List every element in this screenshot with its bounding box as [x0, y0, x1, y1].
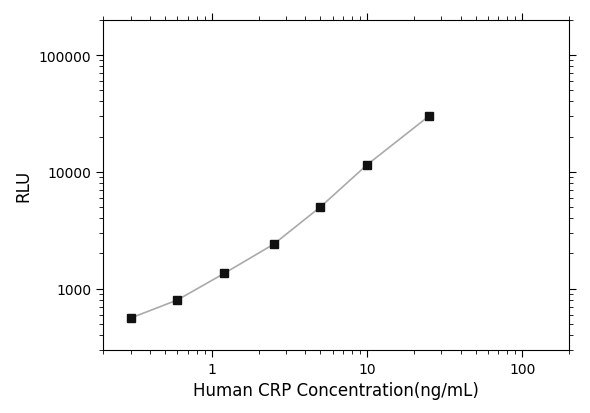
X-axis label: Human CRP Concentration(ng/mL): Human CRP Concentration(ng/mL)	[194, 381, 479, 399]
Y-axis label: RLU: RLU	[14, 169, 32, 202]
